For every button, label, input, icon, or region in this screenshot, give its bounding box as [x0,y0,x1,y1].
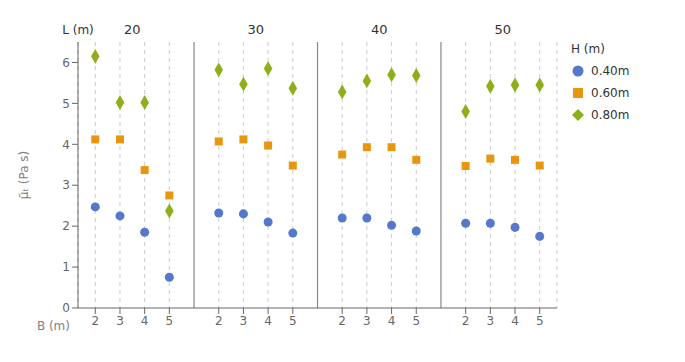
svg-text:20: 20 [124,22,141,37]
svg-text:B (m): B (m) [37,319,70,333]
svg-text:4: 4 [141,314,149,328]
svg-text:2: 2 [62,219,70,233]
svg-text:4: 4 [264,314,272,328]
svg-text:3: 3 [62,178,70,192]
svg-text:3: 3 [363,314,371,328]
svg-text:2: 2 [462,314,470,328]
svg-text:3: 3 [116,314,124,328]
svg-text:5: 5 [536,314,544,328]
svg-text:5: 5 [289,314,297,328]
html-text:0.40m: 0.40m [591,64,630,78]
html-text:H (m): H (m) [571,42,605,56]
svg-text:3: 3 [487,314,495,328]
svg-text:3: 3 [240,314,248,328]
svg-text:5: 5 [412,314,420,328]
html-text:0.80m: 0.80m [591,108,630,122]
svg-text:6: 6 [62,56,70,70]
svg-text:2: 2 [215,314,223,328]
svg-text:4: 4 [511,314,519,328]
svg-text:5: 5 [166,314,174,328]
svg-text:2: 2 [91,314,99,328]
svg-text:5: 5 [62,97,70,111]
svg-text:0: 0 [62,301,70,315]
svg-text:1: 1 [62,260,70,274]
html-text:0.60m: 0.60m [591,86,630,100]
svg-text:30: 30 [247,22,264,37]
svg-text:L (m): L (m) [62,23,94,37]
svg-text:4: 4 [388,314,396,328]
svg-text:μ̄ₜ (Pa s): μ̄ₜ (Pa s) [17,151,31,199]
svg-text:2: 2 [338,314,346,328]
svg-text:40: 40 [371,22,388,37]
svg-text:50: 50 [494,22,511,37]
svg-text:4: 4 [62,138,70,152]
